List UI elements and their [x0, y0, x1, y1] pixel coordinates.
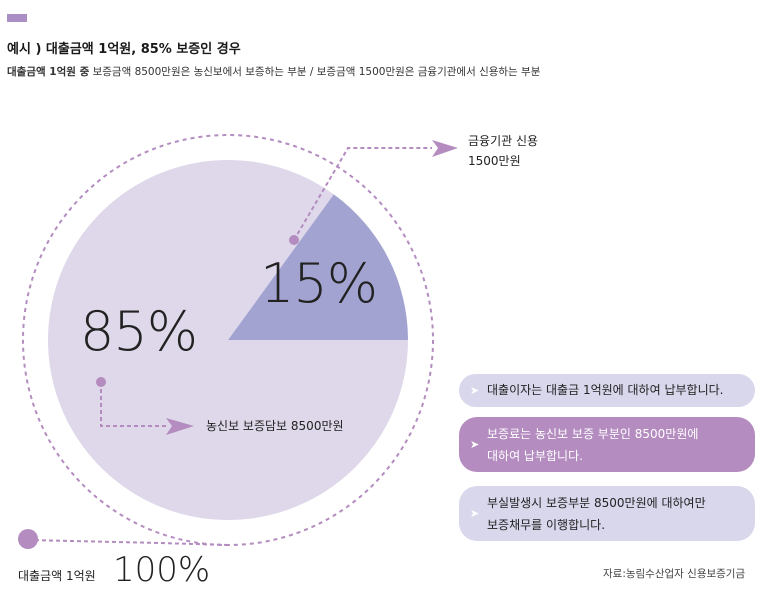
finance-connector — [293, 147, 432, 241]
pct-15-label: 15% — [260, 252, 378, 315]
note-line1: 부실발생시 보증부분 8500만원에 대하여만 — [487, 496, 706, 510]
finance-dot — [289, 235, 299, 245]
source-note: 자료:농림수산업자 신용보증기금 — [603, 568, 746, 580]
total-label: 대출금액 1억원 — [18, 569, 96, 583]
accent-bar — [7, 14, 27, 22]
subtitle-bold: 대출금액 1억원 중 — [7, 66, 90, 78]
finance-arrowhead — [432, 140, 458, 157]
page-title: 예시 ) 대출금액 1억원, 85% 보증인 경우 — [7, 42, 241, 57]
note-text: 대출이자는 대출금 1억원에 대하여 납부합니다. — [487, 383, 724, 397]
subtitle-rest: 보증금액 8500만원은 농신보에서 보증하는 부분 / 보증금액 1500만원… — [92, 66, 541, 78]
page-subtitle: 대출금액 1억원 중 보증금액 8500만원은 농신보에서 보증하는 부분 / … — [7, 64, 540, 79]
note-line2: 대하여 납부합니다. — [487, 449, 583, 463]
finance-label: 금융기관 신용 1500만원 — [468, 131, 538, 171]
nongshin-label: 농신보 보증담보 8500만원 — [206, 419, 344, 433]
note-arrow-icon: ➤ — [470, 438, 480, 451]
note-line2: 보증채무를 이행합니다. — [487, 518, 606, 532]
note-arrow-icon: ➤ — [470, 507, 480, 520]
finance-label-line1: 금융기관 신용 — [468, 134, 539, 148]
total-connector — [27, 539, 229, 546]
total-dot — [18, 529, 38, 549]
note-arrow-icon: ➤ — [470, 384, 480, 397]
pct-85-label: 85% — [80, 300, 198, 363]
note-fee: ➤ 보증료는 농신보 보증 부분인 8500만원에 대하여 납부합니다. — [459, 417, 755, 472]
nongshin-arrowhead — [166, 418, 194, 435]
finance-label-line2: 1500만원 — [468, 154, 521, 168]
pie-slice-main — [47, 159, 408, 520]
nongshin-connector — [100, 382, 168, 427]
outer-dotted-ring — [22, 134, 434, 546]
note-default: ➤ 부실발생시 보증부분 8500만원에 대하여만 보증채무를 이행합니다. — [459, 486, 755, 541]
total-pct-label: 100% — [113, 550, 211, 590]
note-line1: 보증료는 농신보 보증 부분인 8500만원에 — [487, 427, 699, 441]
pie-slice-small — [228, 194, 408, 340]
note-interest: ➤ 대출이자는 대출금 1억원에 대하여 납부합니다. — [459, 374, 755, 407]
nongshin-dot — [96, 377, 106, 387]
